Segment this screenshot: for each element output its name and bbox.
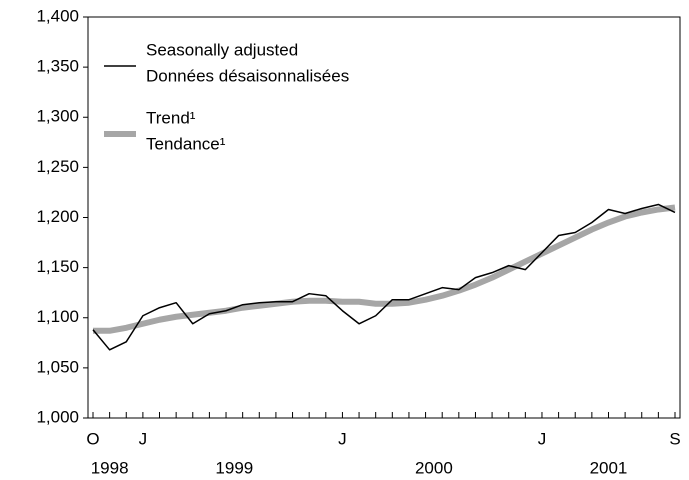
y-tick-label: 1,400: [36, 6, 79, 25]
year-label: 1999: [215, 458, 253, 477]
x-tick-label: S: [669, 429, 680, 448]
y-tick-label: 1,250: [36, 157, 79, 176]
legend-label: Seasonally adjusted: [146, 40, 298, 59]
year-label: 2001: [590, 458, 628, 477]
legend-label: Trend¹: [146, 108, 196, 127]
y-tick-label: 1,350: [36, 57, 79, 76]
y-tick-label: 1,150: [36, 257, 79, 276]
data-line: [92, 203, 676, 351]
year-label: 1998: [91, 458, 129, 477]
legend-label: Données désaisonnalisées: [146, 66, 349, 85]
x-tick-label: J: [139, 429, 148, 448]
y-tick-label: 1,100: [36, 307, 79, 326]
x-tick-label: J: [338, 429, 347, 448]
y-tick-label: 1,200: [36, 207, 79, 226]
y-tick-label: 1,300: [36, 107, 79, 126]
y-tick-label: 1,000: [36, 407, 79, 426]
legend-label: Tendance¹: [146, 134, 226, 153]
year-label: 2000: [415, 458, 453, 477]
x-tick-label: J: [538, 429, 547, 448]
trend-line: [93, 204, 676, 334]
x-tick-label: O: [86, 429, 99, 448]
y-tick-label: 1,050: [36, 357, 79, 376]
